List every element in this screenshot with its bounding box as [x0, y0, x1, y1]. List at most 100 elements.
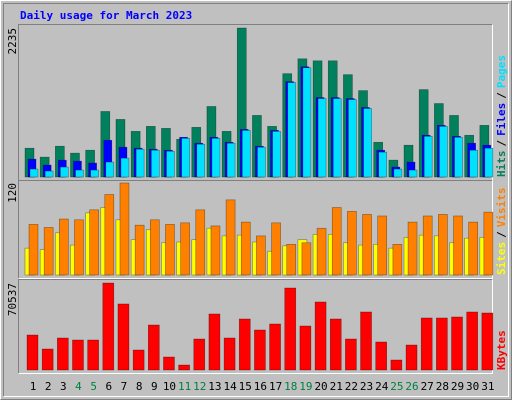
x-tick-label: 17	[269, 380, 282, 393]
bar	[347, 211, 357, 276]
bar	[301, 242, 312, 276]
bar	[119, 182, 130, 276]
bar	[451, 316, 463, 371]
bar	[180, 222, 190, 276]
y-tick-label: 70537	[6, 283, 19, 316]
bar	[147, 324, 160, 371]
panel-frame	[18, 24, 493, 181]
bar	[272, 131, 281, 178]
legend-separator: /	[495, 231, 508, 238]
bar	[223, 337, 236, 371]
bar	[345, 338, 357, 371]
bar	[59, 218, 69, 276]
x-tick-label: 27	[421, 380, 434, 393]
bar	[454, 136, 463, 178]
bar	[363, 108, 372, 178]
bar	[211, 137, 221, 178]
x-tick-label: 28	[436, 380, 449, 393]
x-tick-label: 13	[208, 380, 221, 393]
bar	[134, 224, 145, 276]
legend-entry: Sites	[495, 242, 508, 275]
bar	[331, 207, 342, 276]
bar	[329, 318, 342, 371]
inner-bevel	[3, 3, 509, 397]
bar	[57, 337, 69, 371]
bar	[165, 224, 175, 276]
bar	[163, 356, 175, 371]
bar	[181, 137, 190, 178]
bar	[316, 227, 327, 276]
bar	[28, 224, 39, 276]
legend-entry: KBytes	[495, 330, 508, 370]
bar	[226, 142, 236, 178]
x-tick-label: 24	[375, 380, 389, 393]
legend: Sites / Visits	[495, 188, 508, 276]
y-tick-label: 2235	[6, 28, 19, 55]
legend: Hits / Files / Pages	[495, 55, 508, 177]
x-tick-label: 2	[45, 380, 52, 393]
bar	[72, 339, 84, 371]
bar	[195, 209, 206, 276]
bar	[390, 359, 403, 371]
panel-frame	[18, 279, 493, 374]
x-tick-label: 12	[193, 380, 206, 393]
bar	[225, 199, 236, 276]
legend-entry: Pages	[495, 55, 508, 88]
bar	[408, 169, 418, 178]
bar	[89, 209, 99, 276]
bar	[74, 219, 84, 276]
bar	[420, 317, 433, 371]
bar	[257, 146, 266, 178]
y-tick-label: 120	[6, 183, 19, 203]
bar	[117, 303, 130, 371]
bar	[286, 244, 297, 276]
legend-separator: /	[495, 92, 508, 99]
bar	[360, 311, 372, 371]
x-tick-label: 31	[481, 380, 494, 393]
bar	[241, 130, 251, 178]
legend: KBytes	[495, 330, 508, 370]
panel-frame	[18, 279, 493, 374]
bar	[439, 126, 448, 178]
bar	[436, 317, 448, 371]
bar	[196, 143, 206, 178]
inner-bevel	[3, 3, 509, 397]
x-tick-label: 10	[163, 380, 176, 393]
x-tick-label: 21	[330, 380, 343, 393]
bar	[284, 287, 297, 371]
bar	[407, 221, 418, 276]
x-tick-label: 19	[299, 380, 312, 393]
x-tick-label: 20	[314, 380, 327, 393]
x-tick-label: 11	[178, 380, 191, 393]
legend-entry: Hits	[495, 151, 508, 178]
bar	[87, 339, 99, 371]
bar	[102, 282, 115, 371]
bar	[438, 214, 448, 276]
x-tick-label: 18	[284, 380, 297, 393]
x-tick-label: 16	[254, 380, 267, 393]
bar	[149, 219, 160, 276]
bar	[377, 215, 388, 276]
x-tick-label: 30	[466, 380, 479, 393]
bar	[405, 344, 418, 371]
bar	[299, 325, 312, 371]
bar	[105, 161, 115, 178]
x-tick-label: 5	[90, 380, 97, 393]
x-tick-label: 3	[60, 380, 67, 393]
legend-entry: Files	[495, 103, 508, 136]
bar	[484, 147, 494, 178]
bar	[238, 318, 251, 371]
bar	[481, 312, 494, 371]
x-tick-label: 6	[105, 380, 112, 393]
bar	[468, 221, 478, 276]
bar	[90, 169, 99, 178]
bar	[302, 67, 312, 178]
bar	[43, 227, 54, 276]
chart-title: Daily usage for March 2023	[20, 9, 192, 22]
bar	[44, 170, 54, 178]
panel-frame	[18, 180, 493, 279]
x-tick-label: 7	[121, 380, 128, 393]
bar	[466, 311, 478, 371]
bar	[393, 168, 403, 178]
bar	[362, 214, 372, 276]
